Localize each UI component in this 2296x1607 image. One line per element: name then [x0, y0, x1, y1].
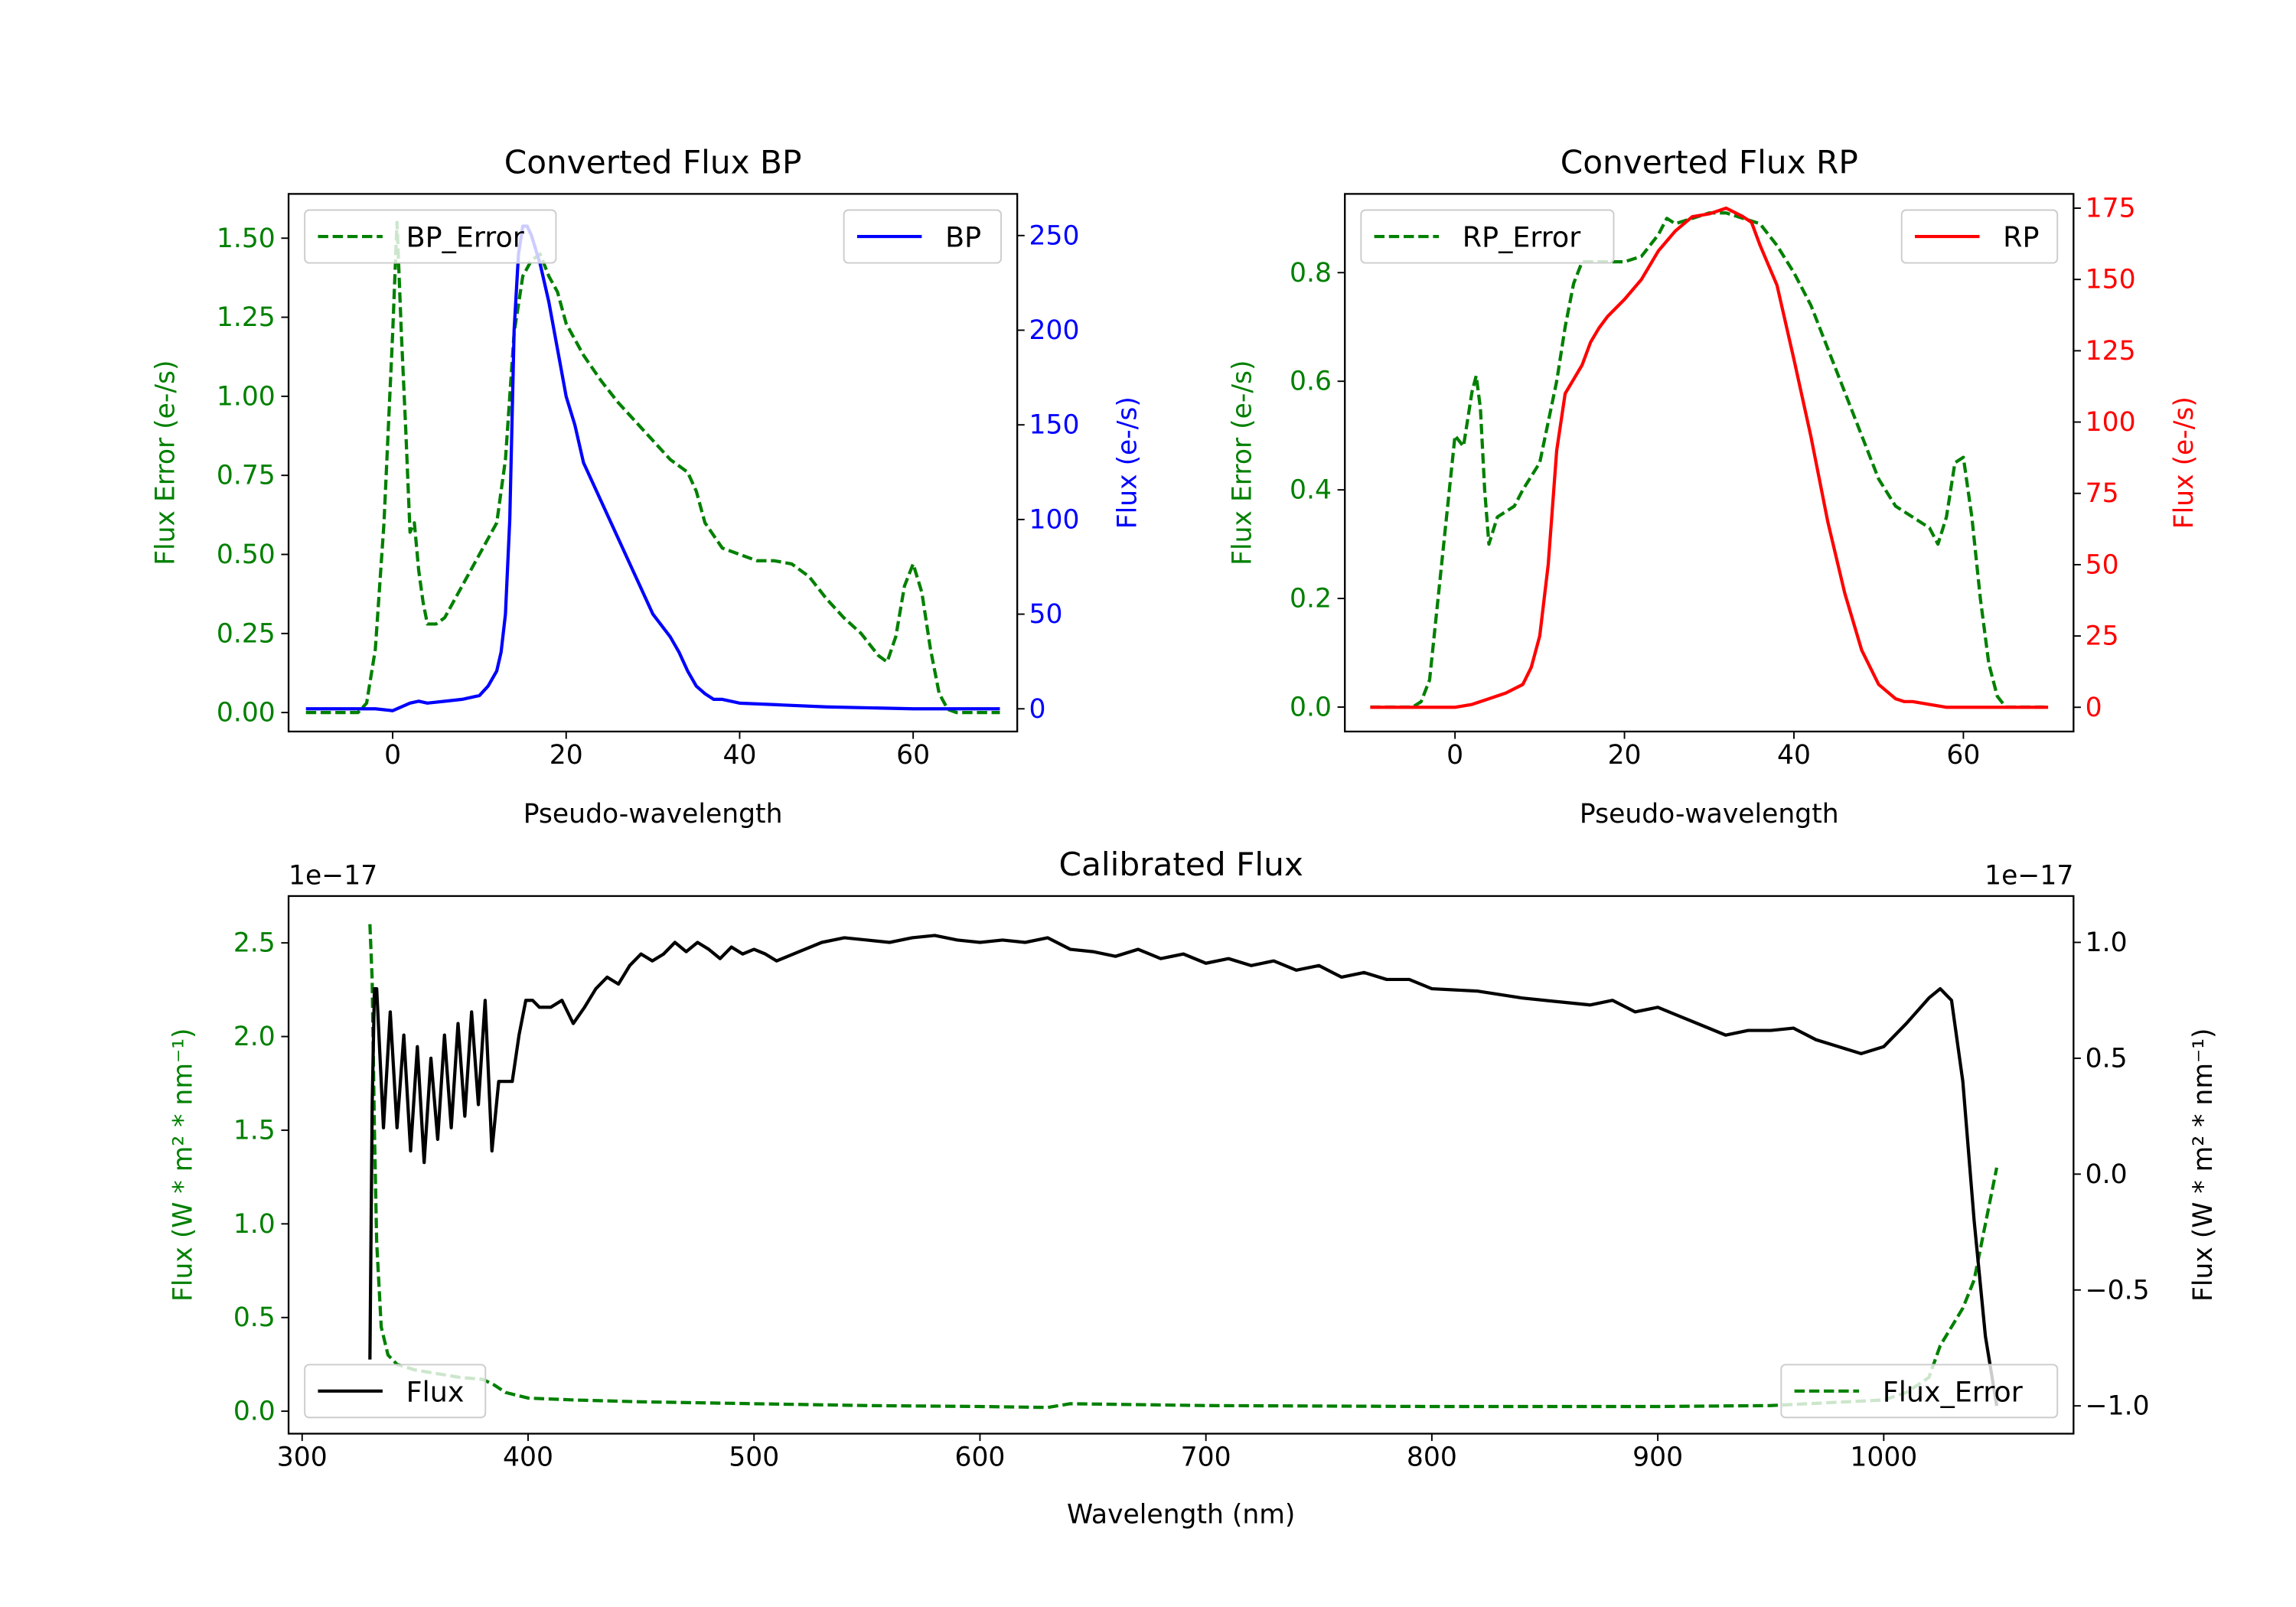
x-tick-label: 400 [503, 1442, 553, 1473]
y-tick-label-left: 0.25 [217, 618, 276, 649]
legend-left-box [304, 209, 557, 264]
y-tick-label-right: 150 [1029, 410, 1080, 441]
x-tick-label: 800 [1407, 1442, 1457, 1473]
y-tick-label-right: 0 [1029, 694, 1046, 725]
legend-right-label: RP [2003, 220, 2039, 253]
series-line-bp-error [305, 220, 1000, 715]
y-tick-label-left: 1.0 [233, 1209, 276, 1240]
legend-left-box [1360, 209, 1615, 264]
legend-right-box [1780, 1364, 2059, 1419]
x-tick-label: 60 [896, 740, 930, 771]
y-tick-label-right: 0 [2086, 693, 2102, 723]
x-axis-label: Wavelength (nm) [1067, 1500, 1295, 1530]
x-tick-label: 300 [277, 1442, 328, 1473]
y-tick-label-left: 0.75 [217, 461, 276, 491]
y-tick-label-right: −0.5 [2086, 1275, 2150, 1305]
x-tick-label: 40 [722, 740, 756, 771]
series-line-flux-error [368, 924, 1999, 1410]
y-tick-label-right: 50 [1029, 599, 1063, 630]
y-tick-label-right: 200 [1029, 315, 1080, 346]
chart-1: 0 20 40 60 0.00 0.25 0.50 0.75 1.00 1.25 1.50 0 50 10… [150, 144, 1143, 830]
y-tick-label-left: 0.0 [233, 1397, 276, 1427]
y-tick-label-right: 250 [1029, 220, 1080, 251]
y-tick-label-right: 1.0 [2086, 927, 2128, 958]
y-tick-label-right: 75 [2086, 478, 2119, 509]
y-tick-label-right: 125 [2086, 336, 2136, 367]
plot-frame [287, 193, 1019, 733]
y-tick-label-right: 0.5 [2086, 1043, 2128, 1074]
y-tick-label-right: 25 [2086, 621, 2119, 652]
plot-frame [1344, 193, 2075, 733]
series-line-rp [1370, 206, 2049, 709]
y-tick-label-left: 1.5 [233, 1115, 276, 1146]
x-tick-label: 600 [954, 1442, 1005, 1473]
offset-label-right: 1e−17 [1985, 861, 2073, 892]
legend-left-label: BP_Error [406, 220, 524, 253]
y-axis-label-left: Flux Error (e-/s) [150, 360, 181, 566]
y-tick-label-left: 1.50 [217, 223, 276, 254]
legend-right-label: Flux_Error [1883, 1375, 2023, 1408]
y-tick-label-left: 2.0 [233, 1022, 276, 1052]
y-tick-label-left: 0.00 [217, 698, 276, 729]
series-line-rp-error [1370, 211, 2049, 709]
x-axis-label: Pseudo-wavelength [523, 799, 783, 830]
y-axis-label-right: Flux (e-/s) [2169, 396, 2200, 529]
y-tick-label-left: 0.50 [217, 539, 276, 570]
y-axis-label-right: Flux (W * m² * nm⁻¹) [2188, 1028, 2219, 1302]
y-tick-label-right: 100 [2086, 407, 2136, 438]
offset-label-left: 1e−17 [289, 861, 377, 892]
legend-right-box [843, 209, 1003, 264]
legend-right-label: BP [945, 220, 981, 253]
chart-3: 300 400 500 600 700 800 900 1000 0.0 0.5 1.0 1.5 2.0… [168, 846, 2218, 1530]
x-tick-label: 700 [1181, 1442, 1231, 1473]
chart-title: Converted Flux RP [1561, 144, 1858, 181]
legend-left-label: Flux [406, 1375, 465, 1408]
x-tick-label: 900 [1632, 1442, 1683, 1473]
chart-title: Converted Flux BP [504, 144, 802, 181]
x-tick-label: 60 [1946, 740, 1980, 771]
y-tick-label-right: −1.0 [2086, 1391, 2150, 1422]
x-tick-label: 0 [1446, 740, 1463, 771]
x-tick-label: 20 [550, 740, 583, 771]
y-tick-label-right: 0.0 [2086, 1159, 2128, 1190]
x-tick-label: 1000 [1850, 1442, 1917, 1473]
y-tick-label-left: 0.4 [1290, 475, 1332, 506]
y-tick-label-left: 1.25 [217, 302, 276, 333]
x-tick-label: 0 [384, 740, 401, 771]
y-tick-label-right: 100 [1029, 504, 1080, 535]
series-line-bp [305, 224, 1000, 712]
x-tick-label: 20 [1608, 740, 1642, 771]
y-axis-label-left: Flux (W * m² * nm⁻¹) [168, 1028, 198, 1302]
y-tick-label-left: 0.5 [233, 1302, 276, 1333]
y-tick-label-left: 0.0 [1290, 693, 1332, 723]
chart-title: Calibrated Flux [1059, 846, 1303, 883]
y-tick-label-left: 2.5 [233, 928, 276, 959]
legend-left-box [304, 1364, 487, 1419]
y-tick-label-left: 0.8 [1290, 258, 1332, 288]
plot-frame [287, 895, 2075, 1435]
y-tick-label-left: 1.00 [217, 381, 276, 412]
y-tick-label-right: 175 [2086, 194, 2136, 224]
y-tick-label-left: 0.2 [1290, 584, 1332, 614]
x-tick-label: 500 [729, 1442, 779, 1473]
x-axis-label: Pseudo-wavelength [1580, 799, 1839, 830]
series-line-flux [368, 934, 1999, 1407]
y-tick-label-right: 50 [2086, 549, 2119, 580]
y-tick-label-left: 0.6 [1290, 367, 1332, 397]
y-tick-label-right: 150 [2086, 265, 2136, 295]
legend-left-label: RP_Error [1463, 220, 1580, 253]
y-axis-label-right: Flux (e-/s) [1113, 396, 1143, 529]
chart-2: 0 20 40 60 0.0 0.2 0.4 0.6 0.8 0 25 50 75 100 125 150 17… [1227, 144, 2199, 830]
x-tick-label: 40 [1777, 740, 1811, 771]
y-axis-label-left: Flux Error (e-/s) [1227, 360, 1257, 566]
